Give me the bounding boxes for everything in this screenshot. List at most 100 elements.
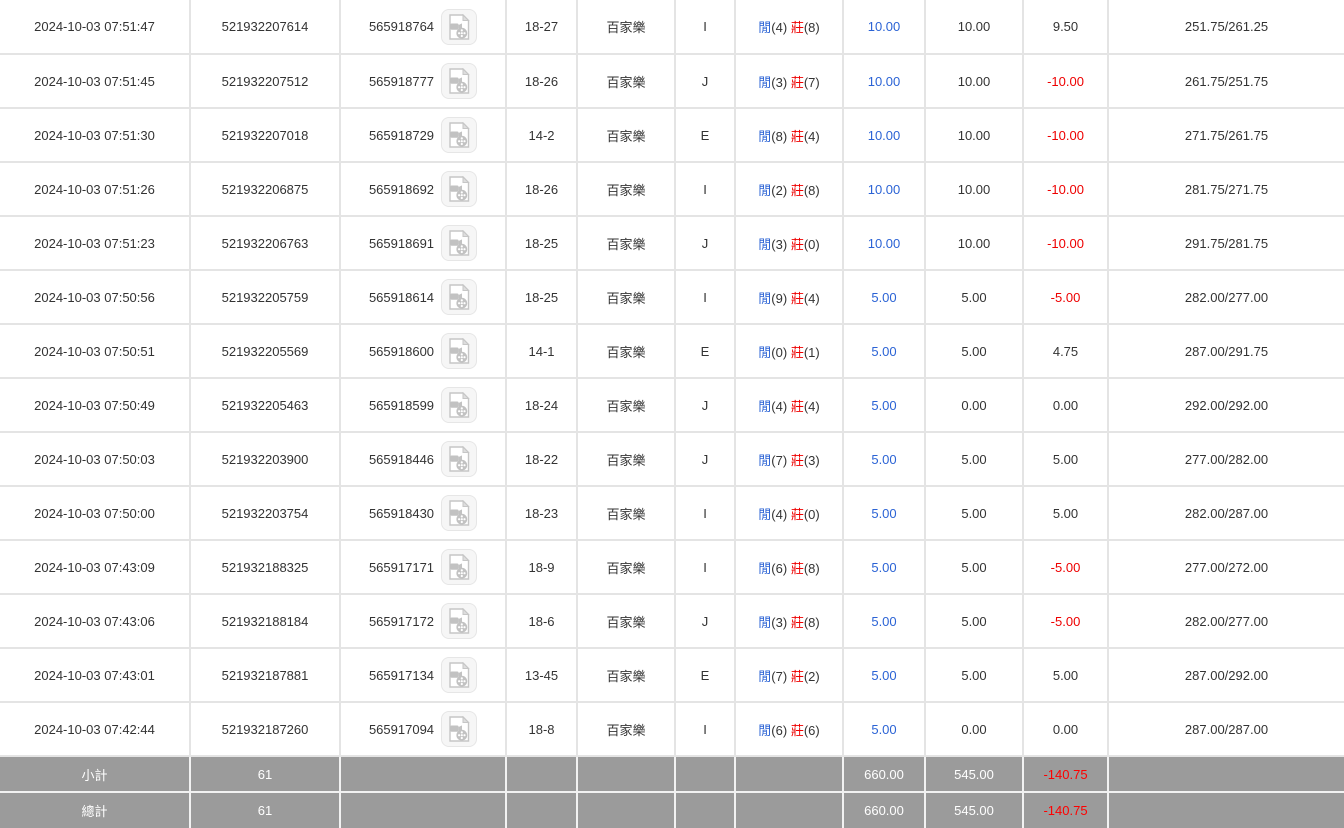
round-id-cell: 565918777	[339, 54, 506, 109]
balance: 282.00/277.00	[1107, 594, 1344, 649]
win-loss-amount: 0.00	[1022, 378, 1108, 433]
video-record-icon	[448, 716, 470, 742]
bet-area: I	[674, 162, 735, 217]
round-id-cell: 565917134	[339, 648, 506, 703]
game-type: 百家樂	[576, 162, 675, 217]
round-id-cell: 565917171	[339, 540, 506, 595]
round-id: 565918764	[368, 19, 435, 34]
valid-bet-amount: 10.00	[924, 108, 1023, 163]
video-replay-button[interactable]	[441, 333, 478, 369]
round-id: 565918729	[368, 127, 435, 143]
player-result-points: (2)	[771, 182, 788, 198]
banker-result-points: (2)	[803, 668, 820, 684]
player-result-label: 閒	[758, 128, 772, 144]
video-replay-button[interactable]	[441, 279, 478, 315]
video-replay-button[interactable]	[441, 387, 478, 423]
subtotal-bet-total: 660.00	[842, 756, 925, 793]
transaction-id: 521932206875	[189, 162, 340, 217]
game-result: 閒(7) 莊(2)	[734, 648, 843, 703]
game-type: 百家樂	[576, 486, 675, 541]
video-replay-button[interactable]	[441, 495, 478, 531]
player-result-label: 閒	[758, 236, 772, 252]
game-type: 百家樂	[576, 540, 675, 595]
table-round-number: 18-25	[505, 270, 577, 325]
video-replay-button[interactable]	[441, 603, 478, 639]
transaction-id: 521932206763	[189, 216, 340, 271]
subtotal-empty-cell	[576, 756, 675, 793]
bet-amount: 10.00	[842, 216, 925, 271]
game-type: 百家樂	[576, 54, 675, 109]
player-result-points: (8)	[771, 128, 788, 144]
transaction-id: 521932187260	[189, 702, 340, 757]
bet-area: I	[674, 540, 735, 595]
banker-result-points: (0)	[803, 236, 820, 252]
grand-total-empty-cell	[505, 792, 577, 828]
valid-bet-amount: 5.00	[924, 486, 1023, 541]
win-loss-amount: -10.00	[1022, 216, 1108, 271]
bet-time: 2024-10-03 07:43:01	[0, 648, 190, 703]
round-id: 565918614	[368, 289, 435, 305]
video-replay-button[interactable]	[441, 225, 478, 261]
banker-result-label: 莊	[790, 290, 804, 306]
valid-bet-amount: 0.00	[924, 378, 1023, 433]
round-id-cell: 565918692	[339, 162, 506, 217]
transaction-id: 521932205759	[189, 270, 340, 325]
player-result-label: 閒	[758, 20, 772, 35]
game-result: 閒(3) 莊(8)	[734, 594, 843, 649]
video-record-icon	[448, 284, 470, 310]
player-result-points: (4)	[771, 398, 788, 414]
table-round-number: 18-24	[505, 378, 577, 433]
bet-amount: 10.00	[842, 0, 925, 55]
balance: 277.00/272.00	[1107, 540, 1344, 595]
banker-result-label: 莊	[790, 398, 804, 414]
table-round-number: 18-27	[505, 0, 577, 55]
bet-amount: 5.00	[842, 594, 925, 649]
video-replay-button[interactable]	[441, 117, 478, 153]
table-round-number: 18-8	[505, 702, 577, 757]
video-record-icon	[448, 446, 470, 472]
table-round-number: 14-2	[505, 108, 577, 163]
bet-area: I	[674, 0, 735, 55]
round-id-cell: 565918691	[339, 216, 506, 271]
banker-result-points: (8)	[803, 182, 820, 198]
balance: 261.75/251.75	[1107, 54, 1344, 109]
video-replay-button[interactable]	[441, 63, 478, 99]
banker-result-label: 莊	[790, 128, 804, 144]
win-loss-amount: 0.00	[1022, 702, 1108, 757]
player-result-points: (7)	[771, 668, 788, 684]
video-replay-button[interactable]	[441, 171, 478, 207]
video-replay-button[interactable]	[441, 8, 478, 45]
bet-time: 2024-10-03 07:50:03	[0, 432, 190, 487]
bet-time: 2024-10-03 07:50:49	[0, 378, 190, 433]
game-result: 閒(3) 莊(7)	[734, 54, 843, 109]
bet-area: E	[674, 648, 735, 703]
bet-amount: 5.00	[842, 270, 925, 325]
video-replay-button[interactable]	[441, 549, 478, 585]
player-result-label: 閒	[758, 290, 772, 306]
round-id: 565918430	[368, 505, 435, 521]
banker-result-label: 莊	[790, 452, 804, 468]
bet-time: 2024-10-03 07:43:09	[0, 540, 190, 595]
bet-amount: 5.00	[842, 540, 925, 595]
grand-total-count: 61	[189, 792, 340, 828]
transaction-id: 521932188184	[189, 594, 340, 649]
table-round-number: 18-9	[505, 540, 577, 595]
banker-result-label: 莊	[790, 614, 804, 630]
video-record-icon	[448, 176, 470, 202]
game-result: 閒(0) 莊(1)	[734, 324, 843, 379]
bet-time: 2024-10-03 07:43:06	[0, 594, 190, 649]
game-type: 百家樂	[576, 0, 675, 55]
video-replay-button[interactable]	[441, 441, 478, 477]
table-row: 2024-10-03 07:51:30 521932207018 5659187…	[0, 108, 1344, 163]
player-result-label: 閒	[758, 560, 772, 576]
game-result: 閒(9) 莊(4)	[734, 270, 843, 325]
game-result: 閒(4) 莊(8)	[734, 0, 843, 55]
table-row: 2024-10-03 07:50:03 521932203900 5659184…	[0, 432, 1344, 487]
player-result-points: (3)	[771, 74, 788, 90]
bet-amount: 10.00	[842, 54, 925, 109]
video-replay-button[interactable]	[441, 657, 478, 693]
player-result-points: (0)	[771, 344, 788, 360]
round-id: 565917172	[368, 613, 435, 629]
table-row: 2024-10-03 07:43:01 521932187881 5659171…	[0, 648, 1344, 703]
video-replay-button[interactable]	[441, 711, 478, 747]
